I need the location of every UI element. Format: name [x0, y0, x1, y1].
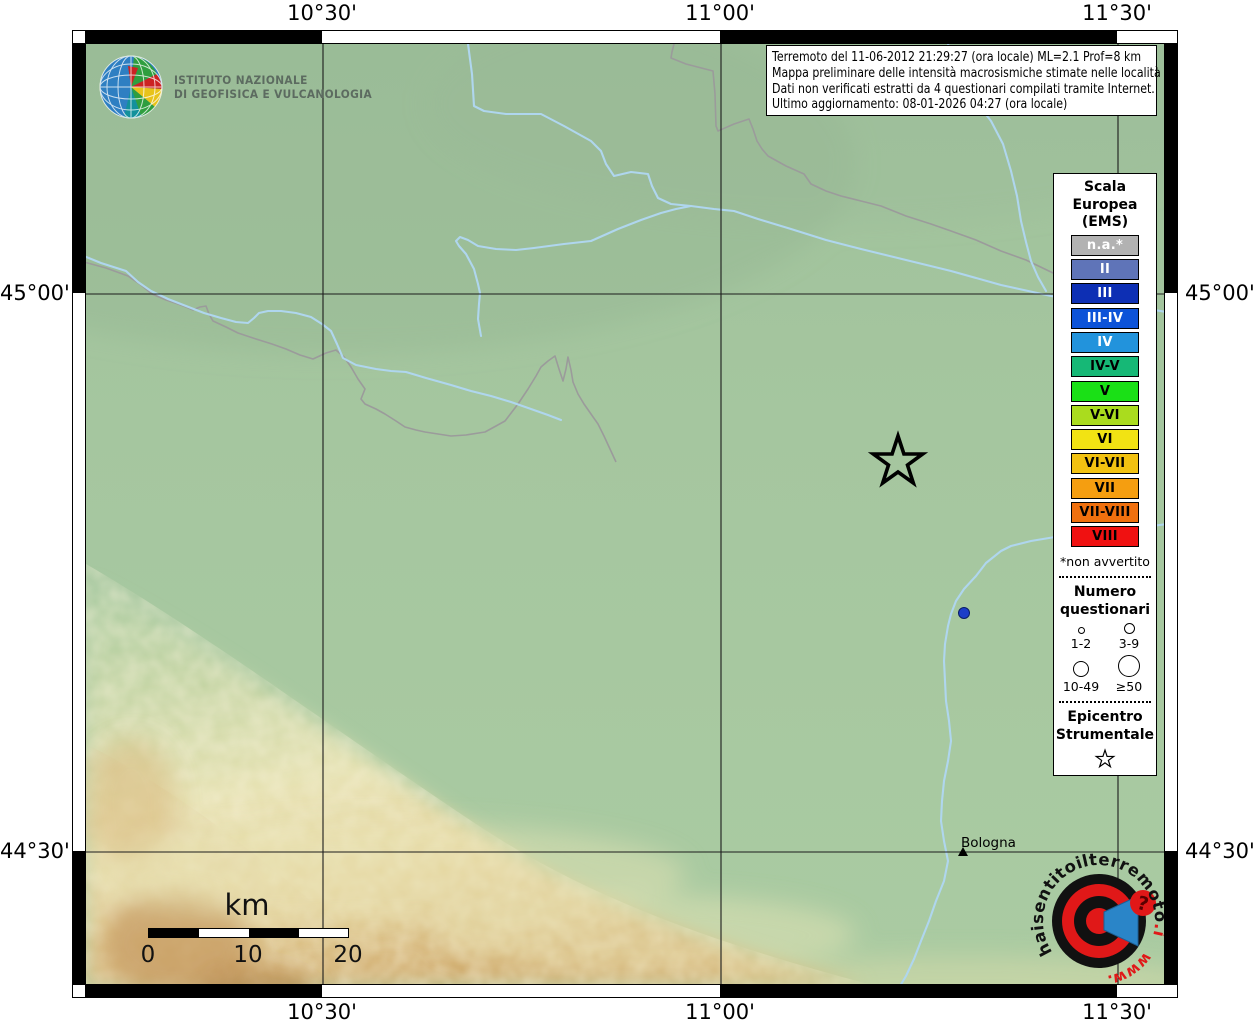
- legend-size-1-2-label: 1-2: [1070, 636, 1092, 652]
- legend-class-ii: II: [1071, 259, 1139, 281]
- epicenter-star-outline: [867, 430, 929, 488]
- legend-epicenter-title-line2: Strumentale: [1055, 726, 1155, 743]
- map-frame: ISTITUTO NAZIONALE DI GEOFISICA E VULCAN…: [72, 30, 1178, 998]
- map-canvas: ISTITUTO NAZIONALE DI GEOFISICA E VULCAN…: [85, 43, 1165, 985]
- ingv-logo: ISTITUTO NAZIONALE DI GEOFISICA E VULCAN…: [98, 54, 389, 120]
- scalebar: [148, 928, 349, 938]
- axis-label-right-4430: 44°30': [1185, 839, 1255, 863]
- river-tributary: [454, 204, 693, 338]
- axis-label-top-1100: 11°00': [685, 1, 755, 25]
- legend-class-viii: VIII: [1071, 526, 1139, 548]
- legend-questionnaire-title-line2: questionari: [1059, 601, 1151, 618]
- axis-label-top-1030: 10°30': [287, 1, 357, 25]
- legend-size-3-9: 3-9: [1105, 623, 1153, 651]
- axis-label-left-4430: 44°30': [0, 839, 70, 863]
- ingv-globe-icon: [99, 55, 163, 119]
- legend-questionnaire-title-line1: Numero: [1073, 584, 1137, 601]
- legend-questionnaire-sizes: 1-2 3-9 10-49 ≥50: [1057, 623, 1153, 694]
- legend-size-1-2: 1-2: [1057, 623, 1105, 651]
- scalebar-tick-10: 10: [233, 942, 263, 968]
- legend-class-vi-vii: VI-VII: [1071, 453, 1139, 475]
- epicenter-star-icon: [1094, 748, 1116, 769]
- scalebar-tick-20: 20: [333, 942, 363, 968]
- terrain-patches: [86, 739, 1164, 984]
- legend-class-vii: VII: [1071, 477, 1139, 499]
- event-info-line3: Dati non verificati estratti da 4 questi…: [772, 81, 1155, 97]
- legend-title-line2: Europea: [1072, 196, 1138, 213]
- legend-class-iv: IV: [1071, 331, 1139, 353]
- event-info-box: Terremoto del 11-06-2012 21:29:27 (ora l…: [766, 45, 1161, 116]
- frame-band-left: [73, 31, 85, 997]
- legend-separator-2: [1059, 701, 1151, 704]
- axis-label-right-4500: 45°00': [1185, 281, 1255, 305]
- circle-small-icon: [1077, 627, 1085, 635]
- axis-label-bottom-1030: 10°30': [287, 1000, 357, 1024]
- axis-label-top-1130: 11°30': [1082, 1, 1152, 25]
- river-nw: [86, 255, 563, 422]
- admin-boundaries: [86, 44, 1097, 463]
- legend-size-10-49-label: 10-49: [1062, 679, 1100, 695]
- legend-epicenter-title-line1: Epicentro: [1067, 709, 1143, 726]
- legend-class-na: n.a.*: [1071, 234, 1139, 256]
- intensity-observation-dot: [958, 607, 970, 619]
- legend-class-iv-v: IV-V: [1071, 356, 1139, 378]
- circle-large-icon: [1073, 661, 1089, 678]
- legend-class-iii-iv: III-IV: [1071, 307, 1139, 329]
- legend-title-line3: (EMS): [1081, 214, 1129, 230]
- event-info-line2: Mappa preliminare delle intensità macros…: [772, 65, 1161, 81]
- city-marker-bologna: [958, 847, 968, 856]
- legend-class-iii: III: [1071, 283, 1139, 305]
- ingv-logo-text: ISTITUTO NAZIONALE DI GEOFISICA E VULCAN…: [174, 73, 372, 101]
- legend-title: Scala Europea (EMS): [1072, 179, 1137, 232]
- legend-separator-1: [1059, 576, 1151, 579]
- legend-size-50plus: ≥50: [1105, 655, 1153, 694]
- city-label-bologna: Bologna: [961, 835, 1016, 851]
- axis-label-left-4500: 45°00': [0, 281, 70, 305]
- axis-label-bottom-1130: 11°30': [1082, 1000, 1152, 1024]
- legend-class-vi: VI: [1071, 429, 1139, 451]
- legend-questionnaire-title: Numero questionari: [1060, 584, 1150, 619]
- legend-class-vii-viii: VII-VIII: [1071, 502, 1139, 524]
- legend-class-v-vi: V-VI: [1071, 404, 1139, 426]
- event-info-line4: Ultimo aggiornamento: 08-01-2026 04:27 (…: [772, 97, 1068, 113]
- legend-title-line1: Scala: [1083, 179, 1127, 195]
- frame-band-right: [1165, 31, 1177, 997]
- question-disc: [1130, 890, 1156, 916]
- haisentitoilterremoto-logo: ? haisentitoilterremoto.it www.: [1024, 846, 1164, 984]
- legend-box: Scala Europea (EMS) n.a.* II III III-IV …: [1053, 173, 1157, 776]
- legend-footnote: *non avvertito: [1060, 554, 1150, 570]
- legend-epicenter-title: Epicentro Strumentale: [1056, 709, 1154, 744]
- rivers: [86, 44, 1164, 984]
- river-reno: [899, 523, 1164, 984]
- ingv-logo-line1: ISTITUTO NAZIONALE: [174, 73, 308, 87]
- scalebar-unit-label: km: [224, 888, 270, 922]
- legend-size-50plus-label: ≥50: [1115, 679, 1143, 695]
- legend-class-v: V: [1071, 380, 1139, 402]
- circle-medium-icon: [1123, 623, 1135, 635]
- legend-size-3-9-label: 3-9: [1118, 636, 1140, 652]
- scalebar-tick-0: 0: [140, 942, 156, 968]
- question-mark: ?: [1135, 892, 1151, 916]
- epicenter-marker: [867, 430, 929, 488]
- axis-label-bottom-1100: 11°00': [685, 1000, 755, 1024]
- river-po: [466, 44, 1164, 313]
- frame-band-bottom: [73, 985, 1177, 997]
- ingv-logo-line2: DI GEOFISICA E VULCANOLOGIA: [174, 87, 373, 101]
- frame-band-top: [73, 31, 1177, 43]
- legend-size-10-49: 10-49: [1057, 655, 1105, 694]
- circle-xlarge-icon: [1118, 655, 1140, 678]
- event-info-line1: Terremoto del 11-06-2012 21:29:27 (ora l…: [772, 50, 1142, 65]
- megaphone-icon: [1103, 895, 1139, 947]
